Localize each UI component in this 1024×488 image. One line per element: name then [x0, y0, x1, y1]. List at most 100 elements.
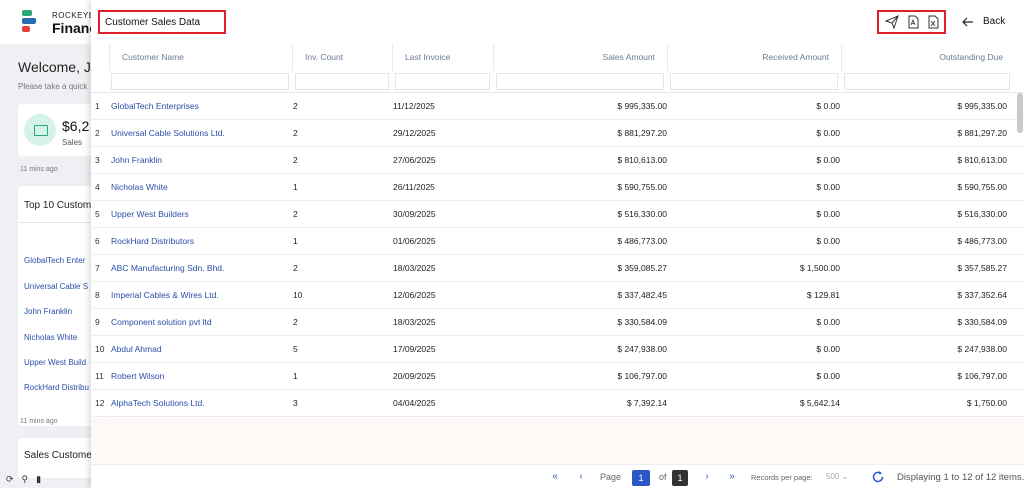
row-index: 10 [95, 344, 105, 354]
last-invoice-date: 01/06/2025 [393, 236, 436, 246]
invoice-count: 2 [293, 101, 298, 111]
invoice-count: 2 [293, 209, 298, 219]
outstanding-due: $ 486,773.00 [957, 236, 1007, 246]
table-row[interactable]: 5 Upper West Builders 2 30/09/2025 $ 516,330… [91, 201, 1024, 228]
last-page-button[interactable]: » [729, 471, 735, 482]
filter-last-invoice[interactable] [395, 73, 490, 90]
table-row[interactable]: 11 Robert Wilson 1 20/09/2025 $ 106,797.00 $ … [91, 363, 1024, 390]
footer-tool-icons[interactable]: ⟳⚲▮ [6, 474, 50, 484]
previous-page-button[interactable]: ‹ [579, 471, 583, 482]
outstanding-due: $ 247,938.00 [957, 344, 1007, 354]
customer-name-link[interactable]: Robert Wilson [111, 371, 165, 381]
received-amount: $ 5,642.14 [799, 398, 840, 408]
outstanding-due: $ 337,352.64 [957, 290, 1007, 300]
row-index: 1 [95, 101, 100, 111]
invoice-count: 3 [293, 398, 298, 408]
sales-customer-title: Sales Custome [24, 450, 92, 461]
received-amount: $ 0.00 [816, 101, 840, 111]
table-row[interactable]: 2 Universal Cable Solutions Ltd. 2 29/12/20… [91, 120, 1024, 147]
top-customer-item[interactable]: Universal Cable S [24, 282, 89, 291]
pagination-bar: « ‹ Page 1 of 1 › » Records per page: 50… [91, 464, 1024, 488]
sales-amount: $ 590,755.00 [617, 182, 667, 192]
table-row[interactable]: 6 RockHard Distributors 1 01/06/2025 $ 486,7… [91, 228, 1024, 255]
table-row[interactable]: 10 Abdul Ahmad 5 17/09/2025 $ 247,938.00 $ 0.… [91, 336, 1024, 363]
sales-amount: $ 995,335.00 [617, 101, 667, 111]
back-button[interactable]: Back [962, 14, 1012, 30]
customer-name-link[interactable]: AlphaTech Solutions Ltd. [111, 398, 205, 408]
table-empty-area [91, 418, 1024, 464]
top-customer-item[interactable]: John Franklin [24, 307, 73, 316]
sales-summary-card[interactable]: $6,2 Sales [18, 104, 98, 156]
received-amount: $ 0.00 [816, 317, 840, 327]
header-sales-amount[interactable]: Sales Amount [494, 44, 668, 71]
last-invoice-date: 12/06/2025 [393, 290, 436, 300]
excel-icon[interactable] [926, 15, 940, 29]
filter-sales-amount[interactable] [496, 73, 664, 90]
header-outstanding-due[interactable]: Outstanding Due [939, 52, 1003, 62]
table-row[interactable]: 8 Imperial Cables & Wires Ltd. 10 12/06/202… [91, 282, 1024, 309]
table-header: Customer Name Inv. Count Last Invoice Sa… [91, 44, 1024, 93]
records-per-page-select[interactable]: 500 ⌄ [826, 472, 849, 481]
customer-sales-table: Customer Name Inv. Count Last Invoice Sa… [91, 44, 1024, 464]
filter-inv-count[interactable] [295, 73, 389, 90]
table-row[interactable]: 1 GlobalTech Enterprises 2 11/12/2025 $ 995,… [91, 93, 1024, 120]
top-customer-item[interactable]: RockHard Distribu [24, 383, 89, 392]
header-last-invoice[interactable]: Last Invoice [393, 44, 494, 71]
row-index: 12 [95, 398, 105, 408]
customer-name-link[interactable]: John Franklin [111, 155, 163, 165]
records-per-page-label: Records per page: [751, 473, 813, 482]
send-icon[interactable] [885, 15, 899, 29]
last-invoice-date: 11/12/2025 [393, 101, 435, 111]
filter-outstanding-due[interactable] [844, 73, 1010, 90]
row-index: 5 [95, 209, 100, 219]
outstanding-due: $ 1,750.00 [966, 398, 1007, 408]
header-received-amount[interactable]: Received Amount [668, 44, 842, 71]
customer-name-link[interactable]: ABC Manufacturing Sdn. Bhd. [111, 263, 225, 273]
header-inv-count[interactable]: Inv. Count [293, 44, 393, 71]
customer-name-link[interactable]: Universal Cable Solutions Ltd. [111, 128, 225, 138]
received-amount: $ 0.00 [816, 209, 840, 219]
invoice-count: 2 [293, 128, 298, 138]
sales-amount: $ 247,938.00 [617, 344, 667, 354]
filter-customer-name[interactable] [111, 73, 289, 90]
total-pages: 1 [672, 470, 688, 486]
customer-name-link[interactable]: GlobalTech Enterprises [111, 101, 199, 111]
last-invoice-date: 04/04/2025 [393, 398, 436, 408]
customer-name-link[interactable]: Abdul Ahmad [111, 344, 162, 354]
sales-label: Sales [62, 138, 83, 147]
panel-header: Customer Sales Data Back [91, 0, 1024, 44]
table-row[interactable]: 12 AlphaTech Solutions Ltd. 3 04/04/2025 $ 7… [91, 390, 1024, 417]
back-label: Back [983, 16, 1006, 27]
filter-received-amount[interactable] [670, 73, 838, 90]
customer-name-link[interactable]: Imperial Cables & Wires Ltd. [111, 290, 219, 300]
pdf-icon[interactable] [906, 15, 920, 29]
panel-title-box: Customer Sales Data [98, 10, 226, 34]
table-row[interactable]: 7 ABC Manufacturing Sdn. Bhd. 2 18/03/2025 $… [91, 255, 1024, 282]
table-row[interactable]: 9 Component solution pvt ltd 2 18/03/2025 $ … [91, 309, 1024, 336]
customer-name-link[interactable]: Component solution pvt ltd [111, 317, 212, 327]
first-page-button[interactable]: « [552, 471, 558, 482]
header-customer-name[interactable]: Customer Name [110, 44, 293, 71]
sales-amount: $ 7,392.14 [626, 398, 667, 408]
refresh-icon[interactable] [871, 470, 885, 484]
table-row[interactable]: 3 John Franklin 2 27/06/2025 $ 810,613.00 $ 0… [91, 147, 1024, 174]
last-invoice-date: 18/03/2025 [393, 317, 436, 327]
customer-name-link[interactable]: Nicholas White [111, 182, 168, 192]
outstanding-due: $ 106,797.00 [957, 371, 1007, 381]
customer-name-link[interactable]: RockHard Distributors [111, 236, 195, 246]
arrow-left-icon [962, 17, 973, 27]
sales-amount: $6,2 [62, 118, 90, 134]
table-row[interactable]: 4 Nicholas White 1 26/11/2025 $ 590,755.00 $ … [91, 174, 1024, 201]
top-customer-item[interactable]: GlobalTech Enter [24, 256, 86, 265]
received-amount: $ 0.00 [816, 344, 840, 354]
customer-name-link[interactable]: Upper West Builders [111, 209, 189, 219]
index-header [91, 44, 110, 71]
current-page[interactable]: 1 [632, 470, 650, 486]
top-customer-item[interactable]: Nicholas White [24, 333, 78, 342]
received-amount: $ 129.81 [806, 290, 840, 300]
invoice-count: 1 [293, 371, 298, 381]
vertical-scrollbar[interactable] [1017, 93, 1023, 133]
outstanding-due: $ 330,584.09 [957, 317, 1007, 327]
top-customer-item[interactable]: Upper West Build [24, 358, 87, 367]
next-page-button[interactable]: › [705, 471, 709, 482]
